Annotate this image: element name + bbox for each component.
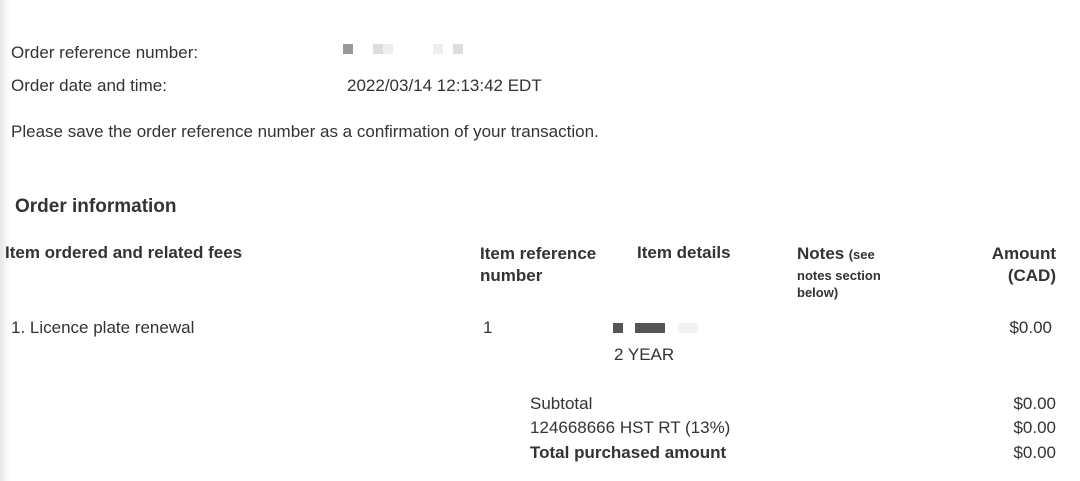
col-amount-header: Amount (CAD) [992,243,1056,287]
col-ref-line1: Item reference [480,244,597,263]
hst-label: 124668666 HST RT (13%) [530,418,731,437]
page-edge-shadow [0,0,10,481]
col-notes-title: Notes [797,244,845,263]
order-info-title: Order information [15,196,177,217]
hst-amount: $0.00 [1013,418,1056,437]
col-item-header: Item ordered and related fees [5,243,243,262]
order-ref-label: Order reference number: [11,43,199,62]
col-notes-header: Notes (see notes section below) [797,243,881,300]
subtotal-amount: $0.00 [1013,394,1056,413]
row-item: 1. Licence plate renewal [11,318,195,337]
order-date-label: Order date and time: [11,76,167,95]
col-notes-sub1: (see [848,247,875,262]
col-amount-line1: Amount [991,244,1056,263]
subtotal-label: Subtotal [530,394,593,413]
col-details-header: Item details [637,243,731,262]
col-ref-line2: number [480,266,543,285]
row-ref: 1 [483,318,493,337]
col-ref-header: Item reference number [480,243,596,287]
col-notes-sub2: notes section [797,268,881,283]
order-date-value: 2022/03/14 12:13:42 EDT [347,76,542,95]
row-amount: $0.00 [1009,318,1052,337]
row-details: 2 YEAR [614,345,675,364]
col-amount-line2: (CAD) [1007,266,1056,285]
total-amount: $0.00 [1013,443,1056,462]
save-notice: Please save the order reference number a… [11,122,599,141]
col-notes-sub3: below) [797,285,839,300]
total-label: Total purchased amount [530,443,727,462]
